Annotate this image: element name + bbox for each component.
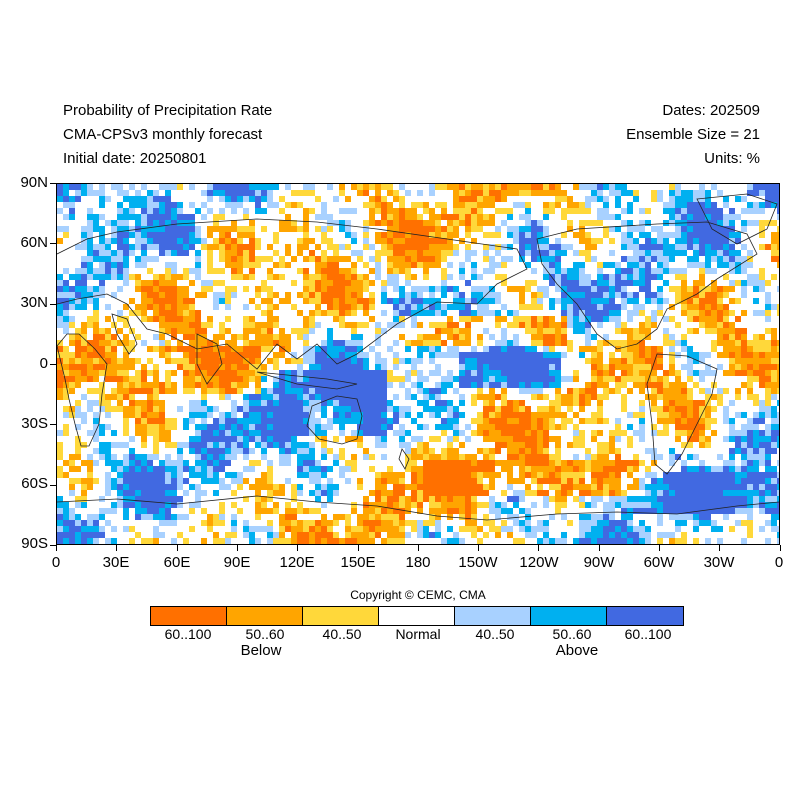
lon-label: 120E	[279, 554, 315, 571]
legend-label: Normal	[395, 626, 441, 642]
tick-mark	[538, 545, 539, 551]
lon-label: 150E	[340, 554, 376, 571]
legend-label: 50..60	[245, 626, 285, 642]
coastline-australia	[306, 395, 363, 445]
tick-mark	[50, 545, 56, 546]
legend-label: 40..50	[475, 626, 515, 642]
lat-label: 90N	[20, 174, 48, 191]
tick-mark	[418, 545, 419, 551]
tick-mark	[50, 485, 56, 486]
coastline-north-america	[536, 221, 758, 350]
legend-label: 50..60	[552, 626, 592, 642]
tick-mark	[780, 545, 781, 551]
lat-label: 30S	[21, 415, 48, 432]
tick-mark	[177, 545, 178, 551]
coastlines	[57, 193, 779, 521]
lon-label: 60E	[163, 554, 191, 571]
legend-swatch-above-40-50	[455, 607, 531, 625]
tick-mark	[56, 545, 57, 551]
units-label: Units: %	[704, 150, 760, 167]
lon-label: 120W	[519, 554, 559, 571]
map-frame	[56, 183, 780, 545]
color-legend	[150, 606, 684, 626]
lat-label: 60N	[20, 234, 48, 251]
map-subtitle: CMA-CPSv3 monthly forecast	[63, 126, 263, 143]
legend-swatch-normal	[379, 607, 455, 625]
tick-mark	[237, 545, 238, 551]
tick-mark	[599, 545, 600, 551]
tick-mark	[659, 545, 660, 551]
coastline-arabia	[111, 313, 138, 355]
lon-label: 90E	[223, 554, 251, 571]
coastline-new-zealand	[398, 448, 410, 470]
tick-mark	[358, 545, 359, 551]
lon-label: 0	[51, 554, 61, 571]
title-block: Probability of Precipitation Rate CMA-CP…	[63, 99, 272, 171]
tick-mark	[116, 545, 117, 551]
coastline-south-america	[646, 353, 718, 475]
lon-label: 150W	[458, 554, 498, 571]
coastline-eurasia	[57, 218, 528, 370]
coastline-greenland	[696, 193, 778, 245]
tick-mark	[478, 545, 479, 551]
legend-swatch-below-40-50	[303, 607, 379, 625]
lat-label: 30N	[20, 294, 48, 311]
coastline-indonesia	[256, 371, 358, 390]
lon-label: 180	[405, 554, 431, 571]
lon-label: 90W	[583, 554, 615, 571]
tick-mark	[50, 183, 56, 184]
tick-mark	[719, 545, 720, 551]
lon-label: 30W	[703, 554, 735, 571]
legend-swatch-below-60-100	[151, 607, 227, 625]
lon-label: 60W	[643, 554, 675, 571]
lat-label: 0	[39, 355, 48, 372]
info-block: Dates: 202509 Ensemble Size = 21 Units: …	[626, 99, 760, 171]
tick-mark	[50, 243, 56, 244]
ensemble-size: Ensemble Size = 21	[626, 126, 760, 143]
tick-mark	[50, 364, 56, 365]
legend-swatch-below-50-60	[227, 607, 303, 625]
probability-field	[57, 184, 779, 544]
initial-date: Initial date: 20250801	[63, 150, 207, 167]
forecast-dates: Dates: 202509	[662, 102, 760, 119]
legend-label: 40..50	[322, 626, 362, 642]
legend-label: 60..100	[164, 626, 212, 642]
probability-map	[57, 184, 779, 544]
tick-mark	[50, 424, 56, 425]
legend-swatch-above-50-60	[531, 607, 607, 625]
lat-label: 60S	[21, 475, 48, 492]
copyright-notice: Copyright © CEMC, CMA	[350, 588, 486, 602]
lon-label: 30E	[102, 554, 130, 571]
tick-mark	[297, 545, 298, 551]
tick-mark	[50, 304, 56, 305]
legend-group-above: Above	[555, 642, 599, 659]
map-title: Probability of Precipitation Rate	[63, 102, 273, 119]
legend-swatch-above-60-100	[607, 607, 683, 625]
legend-group-below: Below	[240, 642, 282, 659]
legend-label: 60..100	[624, 626, 672, 642]
coastline-africa	[57, 333, 108, 447]
coastline-antarctica	[57, 495, 779, 521]
coastline-india	[196, 333, 223, 385]
lon-label: 0	[774, 554, 784, 571]
lat-label: 90S	[21, 535, 48, 552]
